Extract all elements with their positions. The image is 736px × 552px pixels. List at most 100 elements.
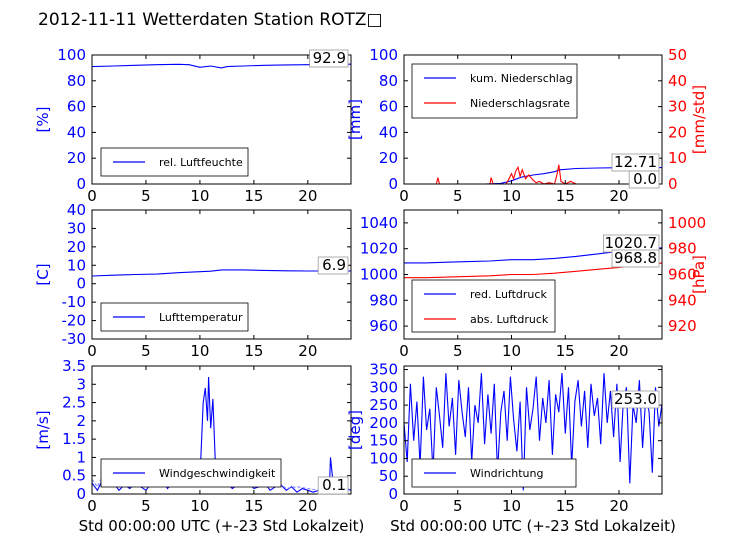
legend-box [411, 63, 578, 119]
y-tick-label: 20 [67, 149, 86, 167]
x-tick-label: 5 [141, 497, 151, 515]
legend-entry: red. Luftdruck [470, 288, 547, 301]
latest-value-label: 12.71 [614, 153, 657, 171]
x-tick-label: 5 [141, 187, 151, 205]
y-axis-label: [%] [34, 107, 52, 133]
legend-entry: Niederschlagsrate [470, 97, 570, 110]
x-tick-label: 10 [190, 497, 209, 515]
x-tick-label: 15 [556, 497, 575, 515]
y-tick-label: 80 [379, 72, 398, 90]
y2-tick-label: 0 [668, 175, 678, 193]
x-tick-label: 20 [609, 497, 628, 515]
y-tick-label: -20 [62, 312, 87, 330]
axes-frame [91, 209, 352, 340]
legend-entry: abs. Luftdruck [470, 313, 549, 326]
y-tick-label: 10 [67, 256, 86, 274]
y-tick-label: 1040 [360, 214, 398, 232]
latest-value-label-box [317, 256, 349, 275]
legend-entry: Windgeschwindigkeit [159, 467, 276, 480]
y-tick-label: 0.5 [62, 467, 86, 485]
latest-value-label: 1020.7 [605, 234, 658, 252]
x-axis-label: Std 00:00:00 UTC (+-23 Std Lokalzeit) [390, 517, 676, 535]
x-tick-label: 20 [609, 187, 628, 205]
y2-tick-label: 1000 [668, 214, 706, 232]
y2-axis-label: [mm/std] [690, 85, 708, 154]
latest-value-label-2-box [611, 249, 660, 268]
latest-value-label-box [317, 476, 349, 495]
x-tick-label: 15 [556, 187, 575, 205]
x-tick-label: 10 [502, 497, 521, 515]
y-tick-label: 1.5 [62, 430, 86, 448]
latest-value-label-2: 0.0 [633, 170, 657, 188]
x-tick-label: 15 [244, 342, 263, 360]
y-tick-label: 980 [369, 291, 398, 309]
y2-tick-label: 30 [668, 98, 687, 116]
x-tick-label: 15 [244, 497, 263, 515]
latest-value-label-box [611, 390, 660, 409]
x-tick-label: 0 [399, 342, 409, 360]
x-tick-label: 10 [502, 342, 521, 360]
x-tick-label: 0 [87, 497, 97, 515]
chart-windspeed: 0 5 10 15 20 00.511.522.533.5 [m/s] Std 00:00:0… [34, 357, 364, 535]
y-tick-label: 350 [369, 361, 398, 379]
y-tick-label: 200 [369, 414, 398, 432]
legend: Windgeschwindigkeit [100, 458, 282, 488]
legend: Windrichtung [411, 458, 577, 488]
y-tick-label: 0 [76, 485, 86, 503]
chart-pressure: 0 5 10 15 20 960 980 1000 1020 1040 920 940 960 980 10… [360, 209, 708, 360]
y2-tick-label: 960 [668, 266, 697, 284]
y-tick-label: 2.5 [62, 394, 86, 412]
y-tick-label: 1020 [360, 240, 398, 258]
x-axis-label: Std 00:00:00 UTC (+-23 Std Lokalzeit) [79, 517, 365, 535]
y-tick-label: 0 [388, 485, 398, 503]
y-tick-label: 2 [76, 412, 86, 430]
legend-entry: Windrichtung [470, 467, 543, 480]
x-tick-label: 0 [399, 497, 409, 515]
y-tick-label: 300 [369, 378, 398, 396]
y-tick-label: 1 [76, 448, 86, 466]
latest-value-label-box [309, 49, 349, 68]
series-line-rel-luftfeuchte [92, 63, 351, 69]
latest-value-label: 0.1 [322, 476, 346, 494]
y-tick-label: 0 [76, 275, 86, 293]
y-tick-label: -30 [62, 330, 87, 348]
legend-box [411, 279, 556, 333]
y-tick-label: 1000 [360, 266, 398, 284]
y-tick-label: 100 [369, 46, 398, 64]
y2-tick-label: 10 [668, 149, 687, 167]
x-tick-label: 10 [502, 187, 521, 205]
y-tick-label: 3.5 [62, 357, 86, 375]
x-tick-label: 5 [141, 342, 151, 360]
x-tick-label: 15 [556, 342, 575, 360]
axes-frame [403, 54, 663, 185]
x-tick-label: 5 [453, 187, 463, 205]
latest-value-label: 92.9 [313, 49, 346, 67]
y2-tick-label: 40 [668, 72, 687, 90]
page-title: 2012-11-11 Wetterdaten Station ROTZ□ [38, 10, 383, 30]
latest-value-label-2-box [628, 170, 660, 189]
y-axis-label: [mm] [346, 99, 364, 140]
y2-axis-label: [hPa] [690, 255, 708, 294]
y-tick-label: 100 [57, 46, 86, 64]
axes-frame [403, 365, 663, 495]
legend: Lufttemperatur [100, 302, 249, 332]
series-line-lufttemperatur [92, 269, 351, 277]
x-tick-label: 5 [453, 497, 463, 515]
axes-frame [91, 54, 352, 185]
chart-precipitation: 0 5 10 15 20 0 20 40 60 80 100 0 10 20 30 40 50 [mm] [mm/s… [346, 46, 708, 205]
y-tick-label: -10 [62, 293, 87, 311]
y-tick-label: 30 [67, 219, 86, 237]
y-tick-label: 60 [379, 98, 398, 116]
x-tick-label: 20 [298, 342, 317, 360]
chart-humidity: 0 5 10 15 20 0 20 40 60 80 100 [%] 92.9 rel. Luftfeuc… [34, 46, 352, 205]
x-tick-label: 0 [87, 342, 97, 360]
y-axis-label: [deg] [346, 410, 364, 450]
axes-frame [91, 365, 352, 495]
y-tick-label: 20 [67, 238, 86, 256]
latest-value-label: 253.0 [614, 390, 657, 408]
legend: rel. Luftfeuchte [100, 147, 249, 177]
y-tick-label: 60 [67, 98, 86, 116]
legend-entry: kum. Niederschlag [470, 72, 573, 85]
